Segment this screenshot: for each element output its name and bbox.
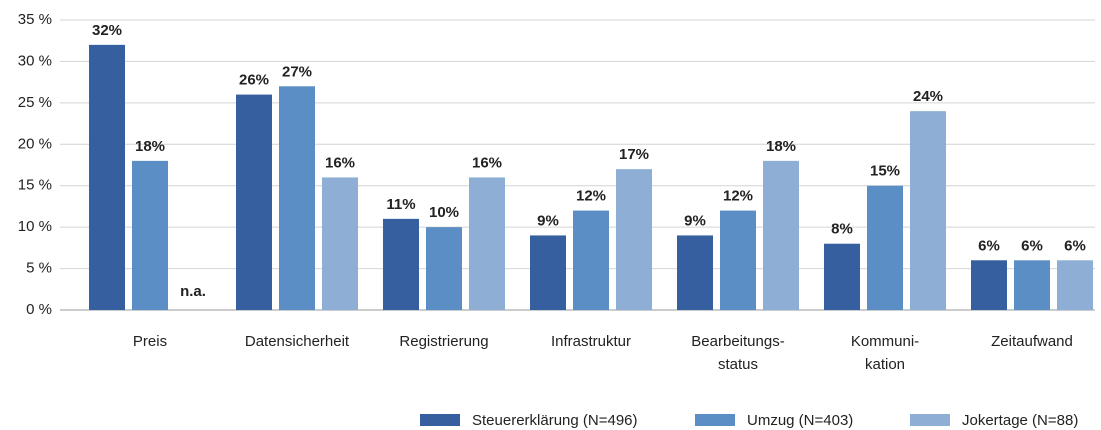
data-label: 24%	[913, 88, 943, 105]
x-tick-label: Bearbeitungs- status	[691, 333, 785, 373]
legend-label: Steuererklärung (N=496)	[472, 412, 638, 429]
x-tick-label: Infrastruktur	[550, 333, 632, 350]
data-label: 16%	[472, 154, 502, 171]
data-label: 27%	[282, 63, 312, 80]
y-tick-label: 30 %	[18, 52, 52, 69]
data-label: 18%	[135, 138, 165, 155]
legend-label: Umzug (N=403)	[747, 412, 853, 429]
bar	[1057, 260, 1093, 310]
y-tick-label: 20 %	[18, 135, 52, 152]
data-label: 6%	[978, 237, 1000, 254]
bar	[426, 227, 462, 310]
y-tick-label: 5 %	[26, 260, 52, 277]
data-label: 10%	[429, 204, 459, 221]
bar	[573, 210, 609, 310]
legend-label: Jokertage (N=88)	[962, 412, 1078, 429]
bar	[236, 94, 272, 310]
data-label: 8%	[831, 221, 853, 238]
x-tick-label: Preis	[132, 333, 168, 350]
bar	[322, 177, 358, 310]
data-label: 6%	[1021, 237, 1043, 254]
data-label: 11%	[386, 196, 415, 213]
y-tick-label: 10 %	[18, 218, 52, 235]
legend-swatch	[910, 414, 950, 426]
data-label: n.a.	[180, 283, 206, 300]
y-tick-label: 25 %	[18, 94, 52, 111]
x-tick-label: Registrierung	[399, 333, 489, 350]
bar	[132, 160, 168, 310]
data-label: 17%	[619, 146, 649, 163]
bar	[616, 169, 652, 310]
y-tick-label: 15 %	[18, 177, 52, 194]
bar	[677, 235, 713, 310]
bar	[824, 243, 860, 310]
data-label: 9%	[684, 212, 706, 229]
bar	[763, 160, 799, 310]
y-tick-label: 0 %	[26, 301, 52, 318]
x-tick-label: Kommuni- kation	[850, 333, 920, 373]
data-label: 16%	[325, 154, 355, 171]
legend-swatch	[420, 414, 460, 426]
bar	[1014, 260, 1050, 310]
data-label: 26%	[239, 72, 269, 89]
y-tick-label: 35 %	[18, 11, 52, 28]
bar	[383, 218, 419, 310]
bar	[971, 260, 1007, 310]
data-label: 15%	[870, 163, 900, 180]
bar	[279, 86, 315, 311]
data-label: 32%	[92, 22, 122, 39]
bar	[720, 210, 756, 310]
bar	[910, 111, 946, 311]
legend-swatch	[695, 414, 735, 426]
bar	[469, 177, 505, 310]
bar	[89, 44, 125, 310]
x-tick-label: Zeitaufwand	[991, 333, 1073, 350]
data-label: 9%	[537, 212, 559, 229]
data-label: 6%	[1064, 237, 1086, 254]
x-tick-label: Datensicherheit	[244, 333, 350, 350]
bar	[867, 185, 903, 310]
data-label: 12%	[723, 188, 753, 205]
bar	[530, 235, 566, 310]
data-label: 18%	[766, 138, 796, 155]
data-label: 12%	[576, 188, 606, 205]
